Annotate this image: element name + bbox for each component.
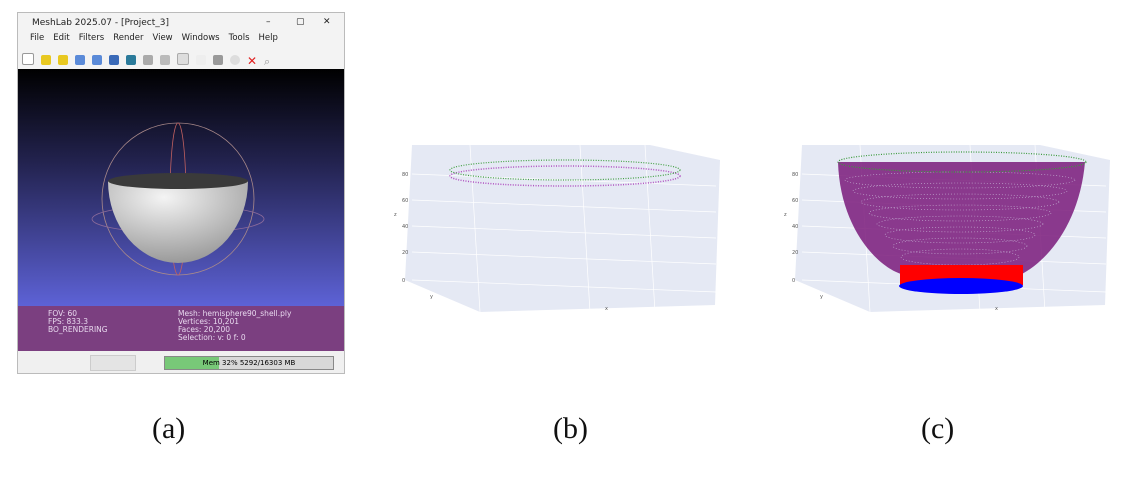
tool-icon[interactable] bbox=[160, 55, 170, 65]
export-icon[interactable] bbox=[109, 55, 119, 65]
z-tick-label: 40 bbox=[402, 224, 408, 230]
reload-icon[interactable] bbox=[75, 55, 85, 65]
shell-ring bbox=[868, 204, 1052, 222]
menu-bar: File Edit Filters Render View Windows Tools Hel… bbox=[18, 33, 344, 47]
mesh-name: Mesh: hemisphere90_shell.ply bbox=[178, 309, 292, 318]
base-bottom bbox=[899, 278, 1023, 294]
gridline bbox=[411, 225, 717, 239]
hemisphere-rim bbox=[108, 173, 248, 189]
plot-background bbox=[405, 145, 720, 312]
shell-ring bbox=[860, 193, 1060, 211]
status-bar: Mem 32% 5292/16303 MB bbox=[18, 351, 344, 373]
faces-count: Faces: 20,200 bbox=[178, 325, 231, 334]
rendering-text: BO_RENDERING bbox=[48, 325, 108, 334]
open-project-icon[interactable] bbox=[58, 55, 68, 65]
plot-c: 0 20 40 60 80 z x y bbox=[784, 144, 1110, 313]
title-bar: MeshLab 2025.07 - [Project_3] – ▢ ✕ bbox=[18, 13, 344, 33]
shell-ring bbox=[844, 171, 1076, 189]
selection-text: Selection: v: 0 f: 0 bbox=[178, 333, 246, 342]
shell-ring bbox=[892, 237, 1028, 255]
open-icon[interactable] bbox=[41, 55, 51, 65]
rim-points-lower bbox=[449, 165, 681, 187]
vertices-count: Vertices: 10,201 bbox=[178, 317, 240, 326]
y-axis-label: y bbox=[820, 294, 823, 300]
gridline bbox=[411, 279, 717, 293]
shell-ring bbox=[884, 226, 1036, 244]
gridline bbox=[644, 144, 656, 313]
y-axis-label: y bbox=[430, 294, 433, 300]
menu-tools[interactable]: Tools bbox=[228, 33, 250, 43]
z-tick-label: 20 bbox=[402, 250, 408, 256]
hemisphere-render bbox=[91, 122, 265, 276]
delete-icon[interactable]: ✕ bbox=[247, 54, 258, 68]
shading-icon[interactable] bbox=[213, 55, 223, 65]
fov-text: FOV: 60 bbox=[48, 309, 78, 318]
hemisphere-shell bbox=[108, 181, 248, 263]
new-icon[interactable] bbox=[22, 53, 34, 65]
snapshot-icon[interactable] bbox=[126, 55, 136, 65]
menu-help[interactable]: Help bbox=[258, 33, 278, 43]
z-tick-label: 0 bbox=[792, 278, 795, 284]
gridline bbox=[411, 199, 717, 213]
close-button[interactable]: ✕ bbox=[323, 17, 331, 27]
shell-ring bbox=[876, 215, 1044, 233]
fps-text: FPS: 833.3 bbox=[48, 317, 88, 326]
rim-points bbox=[837, 151, 1087, 173]
status-field bbox=[90, 355, 136, 371]
layer-icon[interactable] bbox=[143, 55, 153, 65]
points-icon[interactable] bbox=[196, 55, 206, 65]
gridline bbox=[579, 144, 591, 313]
z-tick-label: 80 bbox=[402, 172, 408, 178]
minimize-button[interactable]: – bbox=[266, 17, 271, 27]
x-axis-label: x bbox=[995, 306, 998, 312]
rim-points-upper bbox=[449, 159, 681, 181]
z-tick-label: 60 bbox=[402, 198, 408, 204]
shell-points bbox=[838, 162, 1085, 275]
gridline bbox=[469, 144, 481, 313]
memory-fill bbox=[165, 357, 219, 369]
shell-ring bbox=[852, 182, 1068, 200]
lighting-icon[interactable] bbox=[230, 55, 240, 65]
search-icon[interactable]: ⌕ bbox=[264, 55, 271, 68]
menu-edit[interactable]: Edit bbox=[53, 33, 70, 43]
memory-label: Mem 32% 5292/16303 MB bbox=[202, 359, 296, 367]
z-tick-label: 0 bbox=[402, 278, 405, 284]
z-axis-label: z bbox=[784, 212, 787, 218]
menu-filters[interactable]: Filters bbox=[78, 33, 105, 43]
menu-file[interactable]: File bbox=[30, 33, 45, 43]
z-tick-label: 40 bbox=[792, 224, 798, 230]
z-tick-label: 80 bbox=[792, 172, 798, 178]
caption-b: (b) bbox=[553, 412, 588, 445]
plot-b: 0 20 40 60 80 z x y bbox=[394, 144, 720, 313]
caption-c: (c) bbox=[921, 412, 955, 445]
toolbar: ✕ ⌕ bbox=[18, 47, 344, 70]
gridline bbox=[411, 173, 717, 187]
meshlab-window: MeshLab 2025.07 - [Project_3] – ▢ ✕ File… bbox=[17, 12, 345, 374]
gridline bbox=[411, 251, 717, 265]
maximize-button[interactable]: ▢ bbox=[296, 17, 305, 27]
menu-view[interactable]: View bbox=[152, 33, 173, 43]
window-title: MeshLab 2025.07 - [Project_3] bbox=[32, 18, 170, 28]
reload-all-icon[interactable] bbox=[92, 55, 102, 65]
caption-a: (a) bbox=[152, 412, 186, 445]
z-axis-label: z bbox=[394, 212, 397, 218]
memory-bar: Mem 32% 5292/16303 MB bbox=[164, 356, 334, 370]
3d-viewport[interactable] bbox=[18, 69, 344, 306]
bbox-icon[interactable] bbox=[177, 53, 189, 65]
x-axis-label: x bbox=[605, 306, 608, 312]
menu-windows[interactable]: Windows bbox=[181, 33, 220, 43]
info-panel: FOV: 60 FPS: 833.3 BO_RENDERING Mesh: he… bbox=[18, 306, 344, 351]
menu-render[interactable]: Render bbox=[113, 33, 144, 43]
z-tick-label: 60 bbox=[792, 198, 798, 204]
z-tick-label: 20 bbox=[792, 250, 798, 256]
